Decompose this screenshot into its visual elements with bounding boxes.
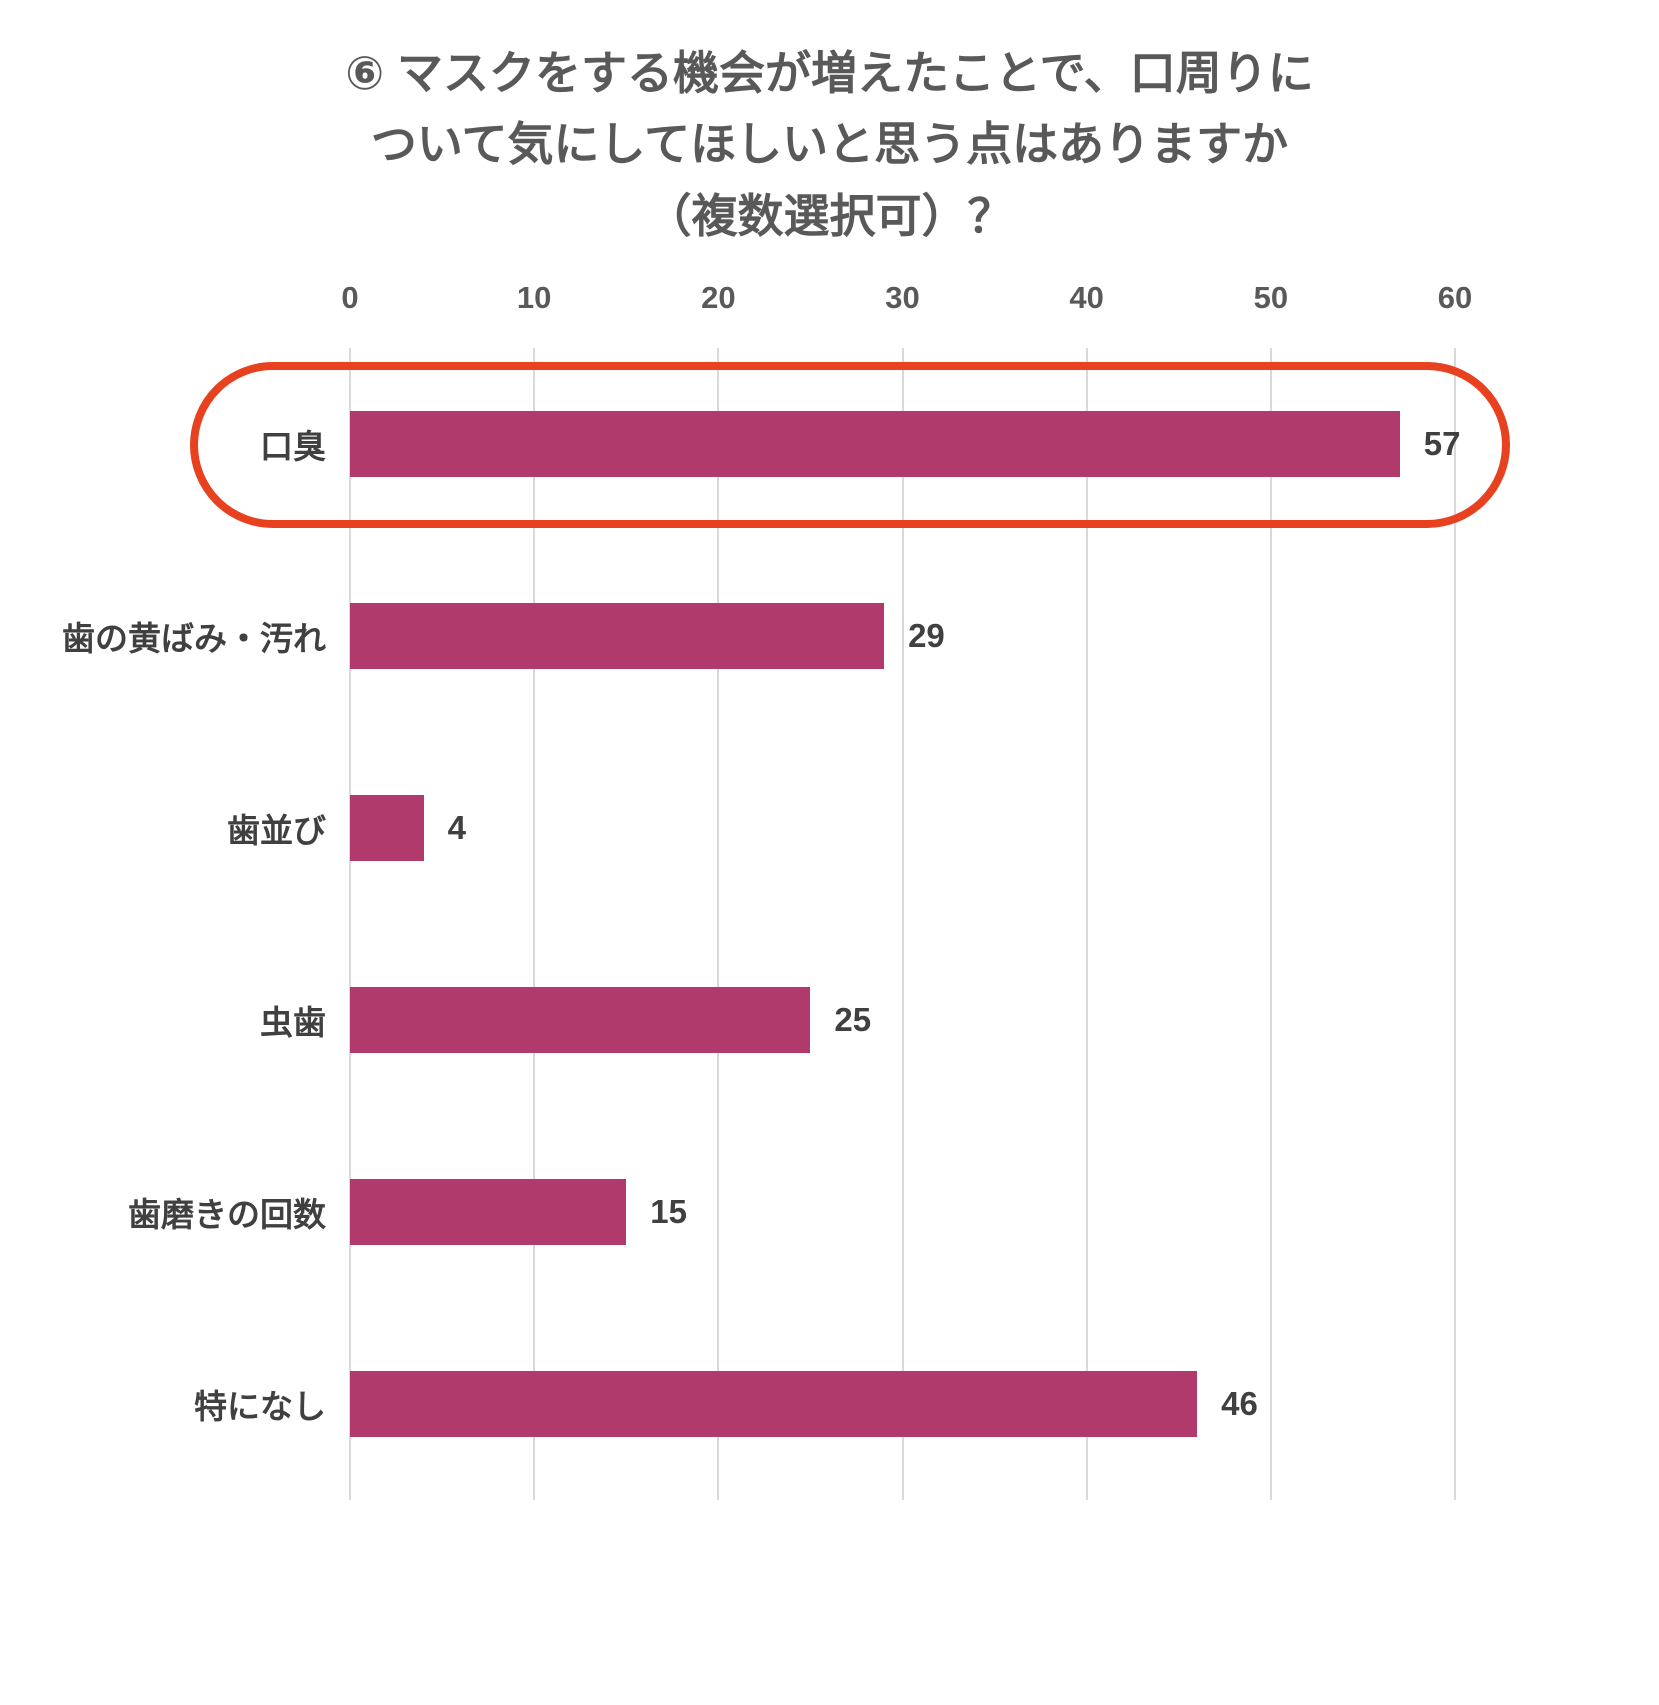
chart-title-line-3: （複数選択可）？ (645, 189, 1014, 242)
bar (350, 986, 811, 1053)
value-label: 25 (834, 1000, 872, 1038)
value-label: 29 (908, 616, 945, 654)
gridline (1454, 347, 1456, 1500)
gridline (717, 347, 720, 1500)
x-tick-label: 50 (1253, 279, 1289, 315)
gridline (349, 347, 351, 1500)
bar-row: 25 (350, 924, 1455, 1116)
bar-row: 57 (350, 348, 1460, 540)
bar (350, 410, 1400, 477)
bar (350, 794, 424, 861)
chart-title-line-1: ⑥ マスクをする機会が増えたことで、口周りに (345, 47, 1314, 99)
bar-row: 15 (350, 1116, 1455, 1308)
gridline (1269, 347, 1272, 1500)
bar (350, 1178, 627, 1245)
x-tick-label: 20 (701, 279, 736, 315)
category-label: 歯並び (227, 811, 326, 849)
x-axis: 0 10 20 30 40 50 60 (341, 278, 1472, 348)
chart-title: ⑥ マスクをする機会が増えたことで、口周りに ついて気にしてほしいと思う点はあり… (40, 38, 1619, 252)
x-tick-label: 40 (1069, 279, 1104, 315)
x-tick-label: 30 (885, 279, 920, 315)
category-label: 歯の黄ばみ・汚れ (62, 619, 326, 657)
bar-row: 29 (350, 540, 1455, 732)
value-label: 15 (650, 1192, 687, 1230)
x-tick-label: 10 (516, 279, 552, 315)
x-tick-label: 60 (1437, 279, 1473, 315)
gridline (533, 347, 536, 1500)
gridline (1085, 347, 1088, 1500)
gridline (901, 347, 904, 1500)
value-label: 4 (447, 808, 467, 846)
category-label: 特になし (194, 1387, 326, 1425)
category-label: 虫歯 (260, 1003, 326, 1041)
chart-title-line-2: ついて気にしてほしいと思う点はありますか (370, 118, 1289, 171)
bar-row: 4 (350, 732, 1455, 924)
bar (350, 1370, 1198, 1437)
plot-column: 0 10 20 30 40 50 60 57 29 4 25 15 46 (341, 278, 1472, 1500)
value-label: 57 (1423, 424, 1461, 462)
bar-row: 46 (350, 1308, 1455, 1500)
x-tick-label: 0 (341, 279, 359, 315)
plot-area: 57 29 4 25 15 46 (349, 347, 1460, 1500)
value-label: 46 (1221, 1384, 1258, 1422)
bar-chart: 口臭歯の黄ばみ・汚れ歯並び虫歯歯磨きの回数特になし 0 10 20 30 40 50 60 … (40, 278, 1619, 1500)
category-labels: 口臭歯の黄ばみ・汚れ歯並び虫歯歯磨きの回数特になし (40, 278, 350, 1500)
category-label: 歯磨きの回数 (128, 1195, 326, 1233)
category-label: 口臭 (260, 427, 326, 465)
bar (350, 602, 885, 669)
